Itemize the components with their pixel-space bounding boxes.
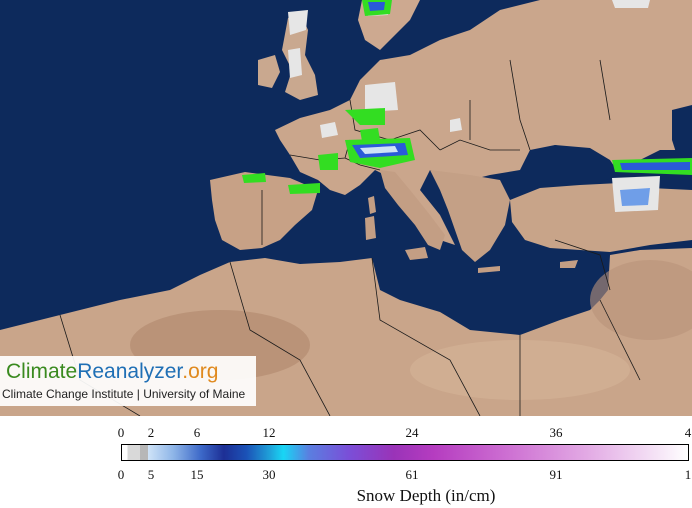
cm-tick: 15 — [190, 467, 204, 482]
logo-part-reanalyzer: Reanalyzer — [77, 360, 183, 383]
snow-pyrenees — [242, 173, 320, 194]
black-sea — [525, 145, 620, 185]
logo-part-org: .org — [182, 360, 219, 383]
italy-land — [380, 170, 445, 250]
inch-tick: 0 — [117, 425, 125, 440]
snow-norway — [362, 0, 392, 16]
europe-land — [275, 0, 692, 245]
inch-tick: 36 — [549, 425, 563, 440]
snow-alps — [318, 108, 415, 170]
inch-tick: 2 — [147, 425, 155, 440]
inch-tick: 4 — [684, 425, 692, 440]
cm-tick: 30 — [262, 467, 276, 482]
cyprus-land — [560, 260, 578, 268]
caspian-sea — [672, 105, 692, 170]
logo-subtitle: Climate Change Institute | University of… — [2, 387, 246, 401]
snow-depth-colorbar — [121, 444, 689, 461]
snow-depth-map: ClimateReanalyzer.org Climate Change Ins… — [0, 0, 692, 416]
inch-tick: 24 — [405, 425, 419, 440]
ireland-land — [258, 55, 280, 88]
sardinia-land — [365, 216, 376, 240]
arabia-shade — [590, 260, 692, 340]
legend-title: Snow Depth (in/cm) — [356, 486, 496, 505]
legend-panel — [0, 416, 692, 508]
corsica-land — [368, 196, 376, 214]
turkey-land — [510, 183, 692, 252]
crete-land — [478, 266, 500, 273]
logo-part-climate: Climate — [6, 360, 78, 383]
logo-box: ClimateReanalyzer.org Climate Change Ins… — [0, 356, 256, 406]
cm-tick: 1 — [684, 467, 692, 482]
sicily-land — [405, 247, 428, 260]
site-logo: ClimateReanalyzer.org — [6, 360, 218, 384]
cm-tick: 0 — [117, 467, 125, 482]
inch-tick: 6 — [193, 425, 201, 440]
balkans-land — [430, 170, 510, 262]
snow-caucasus — [612, 158, 692, 212]
cm-tick: 91 — [549, 467, 563, 482]
cm-tick: 61 — [405, 467, 419, 482]
inch-tick: 12 — [262, 425, 276, 440]
cm-tick: 5 — [147, 467, 155, 482]
map-canvas — [0, 0, 692, 416]
